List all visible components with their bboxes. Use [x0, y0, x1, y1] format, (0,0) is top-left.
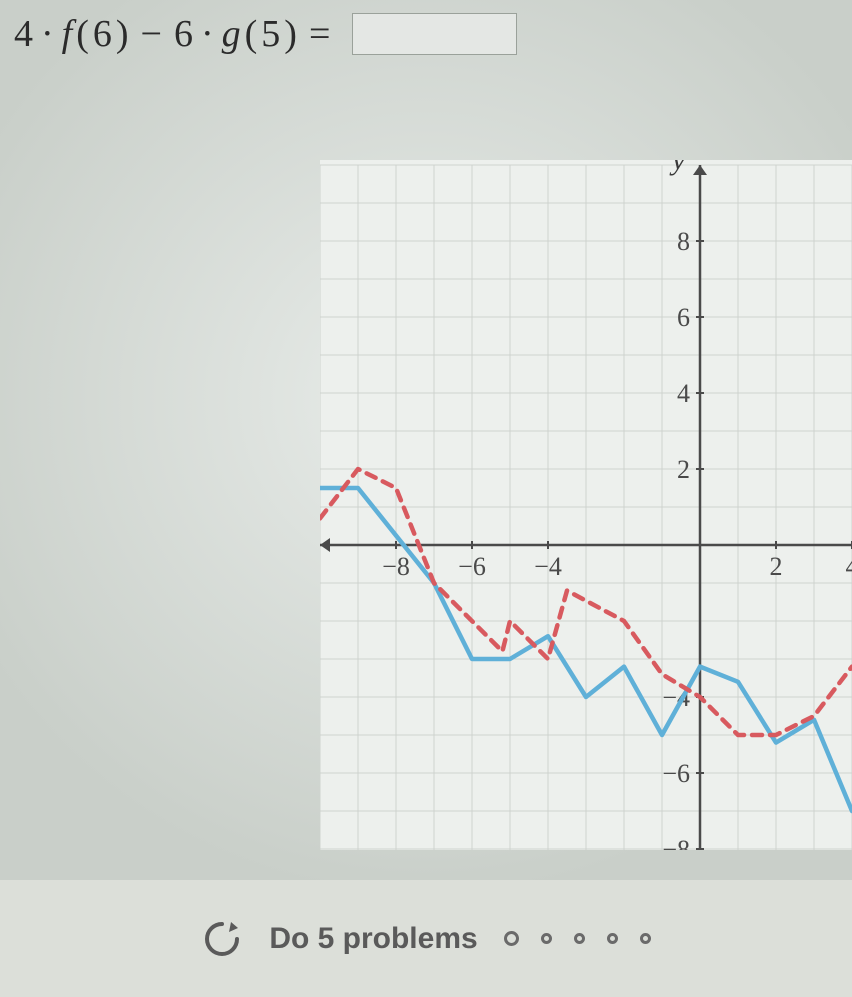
dot-2: ·: [197, 12, 218, 56]
progress-dot: [607, 933, 618, 944]
svg-text:4: 4: [677, 379, 690, 408]
svg-text:y: y: [669, 160, 686, 176]
coef-2: 6: [174, 12, 193, 56]
svg-text:−4: −4: [534, 552, 562, 581]
svg-text:−8: −8: [662, 835, 690, 850]
progress-dot: [541, 933, 552, 944]
equals: =: [301, 12, 338, 56]
paren-open-1: (: [76, 12, 89, 56]
svg-text:8: 8: [677, 227, 690, 256]
paren-close-2: ): [284, 12, 297, 56]
minus: −: [133, 12, 170, 56]
reload-icon[interactable]: [201, 918, 243, 960]
chart: −8−6−4242468−4−6−8y: [320, 160, 852, 850]
content-area: 4 · f ( 6 ) − 6 · g ( 5 ) = −8−6−4242468…: [0, 0, 852, 850]
svg-text:2: 2: [677, 455, 690, 484]
arg-1: 6: [93, 12, 112, 56]
func-g: g: [222, 12, 241, 56]
svg-text:−6: −6: [458, 552, 486, 581]
svg-text:−8: −8: [382, 552, 410, 581]
svg-text:2: 2: [770, 552, 783, 581]
paren-close-1: ): [116, 12, 129, 56]
progress-dot: [640, 933, 651, 944]
arg-2: 5: [261, 12, 280, 56]
svg-text:4: 4: [846, 552, 852, 581]
equation: 4 · f ( 6 ) − 6 · g ( 5 ) =: [14, 12, 517, 56]
reload-arrowhead: [229, 922, 238, 932]
footer-bar: Do 5 problems: [0, 880, 852, 997]
svg-text:−6: −6: [662, 759, 690, 788]
svg-text:6: 6: [677, 303, 690, 332]
progress-dot: [504, 931, 519, 946]
paren-open-2: (: [245, 12, 258, 56]
progress-dot: [574, 933, 585, 944]
func-f: f: [62, 12, 73, 56]
footer-text: Do 5 problems: [269, 922, 477, 956]
progress-dots: [504, 931, 651, 946]
answer-input[interactable]: [352, 13, 517, 55]
chart-svg: −8−6−4242468−4−6−8y: [320, 160, 852, 850]
dot-1: ·: [37, 12, 58, 56]
coef-1: 4: [14, 12, 33, 56]
